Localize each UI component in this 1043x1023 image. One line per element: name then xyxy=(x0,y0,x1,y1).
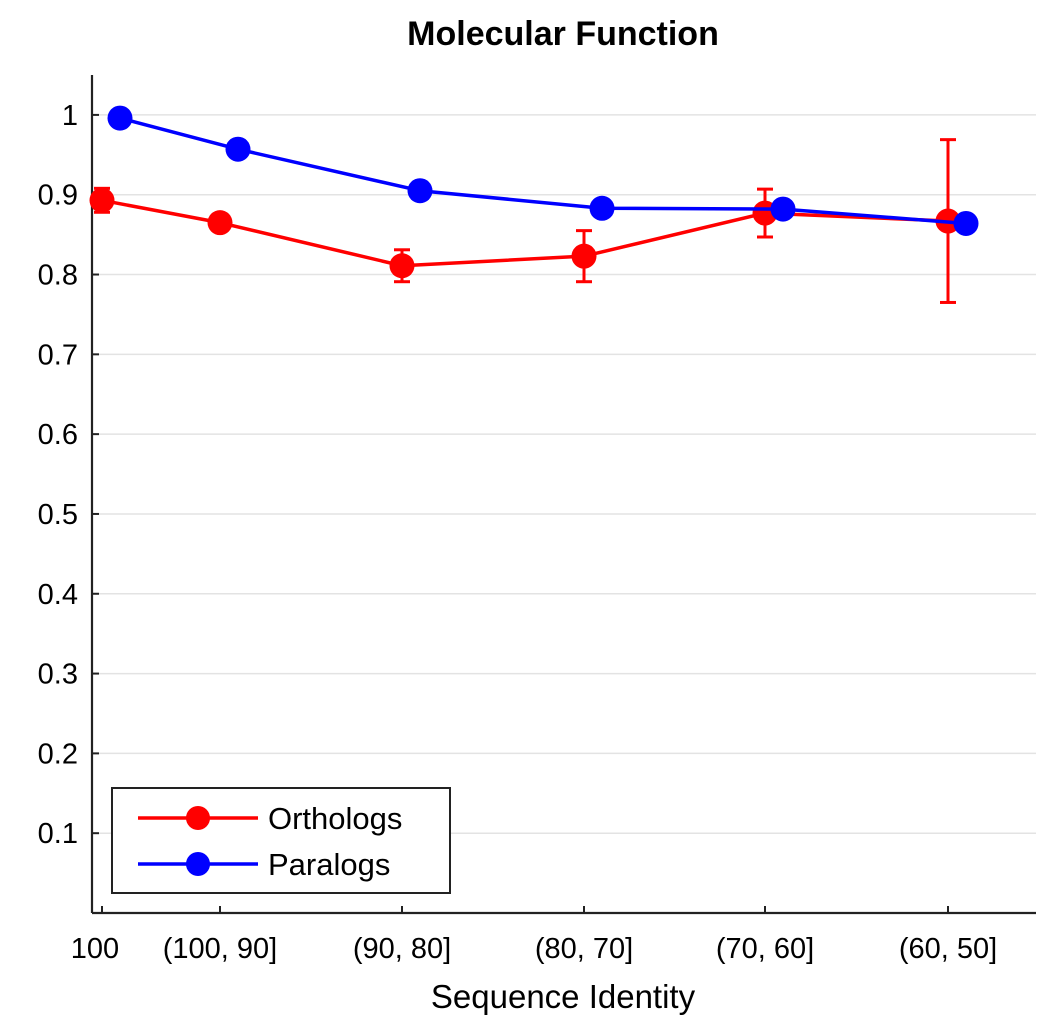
y-tick-label: 0.5 xyxy=(38,499,78,531)
x-tick-label: (60, 50] xyxy=(899,933,997,965)
legend-label-orthologs: Orthologs xyxy=(268,801,402,836)
legend-marker-paralogs xyxy=(186,852,210,876)
x-ticks: 100 (100, 90] (90, 80] (80, 70] (70, 60] (60,… xyxy=(71,906,997,965)
data-point xyxy=(207,210,233,236)
x-tick-label: 100 xyxy=(71,933,119,965)
y-tick-label: 0.4 xyxy=(38,579,78,611)
legend: Orthologs Paralogs xyxy=(111,787,451,894)
series-layer xyxy=(89,105,979,304)
legend-marker-orthologs xyxy=(186,806,210,830)
x-tick-label: (100, 90] xyxy=(163,933,277,965)
data-point xyxy=(107,105,133,131)
y-tick-label: 0.7 xyxy=(38,339,78,371)
data-point xyxy=(571,243,597,269)
data-point xyxy=(225,136,251,162)
y-tick-label: 1 xyxy=(62,100,78,132)
y-tick-label: 0.9 xyxy=(38,180,78,212)
data-point xyxy=(389,253,415,279)
y-tick-label: 0.2 xyxy=(38,738,78,770)
series-paralogs xyxy=(107,105,979,236)
data-point xyxy=(89,187,115,213)
x-tick-label: (90, 80] xyxy=(353,933,451,965)
data-point xyxy=(770,196,796,222)
x-tick-label: (80, 70] xyxy=(535,933,633,965)
data-point xyxy=(589,195,615,221)
axes xyxy=(90,75,1036,915)
data-point xyxy=(407,178,433,204)
y-tick-label: 0.1 xyxy=(38,818,78,850)
legend-box xyxy=(111,787,451,894)
x-tick-label: (70, 60] xyxy=(716,933,814,965)
chart-title: Molecular Function xyxy=(407,15,719,53)
series-line-orthologs xyxy=(101,198,949,268)
legend-label-paralogs: Paralogs xyxy=(268,847,390,882)
x-axis-label: Sequence Identity xyxy=(431,978,696,1015)
series-line-paralogs xyxy=(119,116,967,226)
y-tick-label: 0.6 xyxy=(38,419,78,451)
y-ticks: 0.1 0.2 0.3 0.4 0.5 0.6 0.7 0.8 0.9 1 xyxy=(38,100,99,850)
y-tick-label: 0.3 xyxy=(38,659,78,691)
data-point xyxy=(953,210,979,236)
series-orthologs xyxy=(89,138,961,304)
y-tick-label: 0.8 xyxy=(38,260,78,292)
grid xyxy=(92,114,1036,834)
